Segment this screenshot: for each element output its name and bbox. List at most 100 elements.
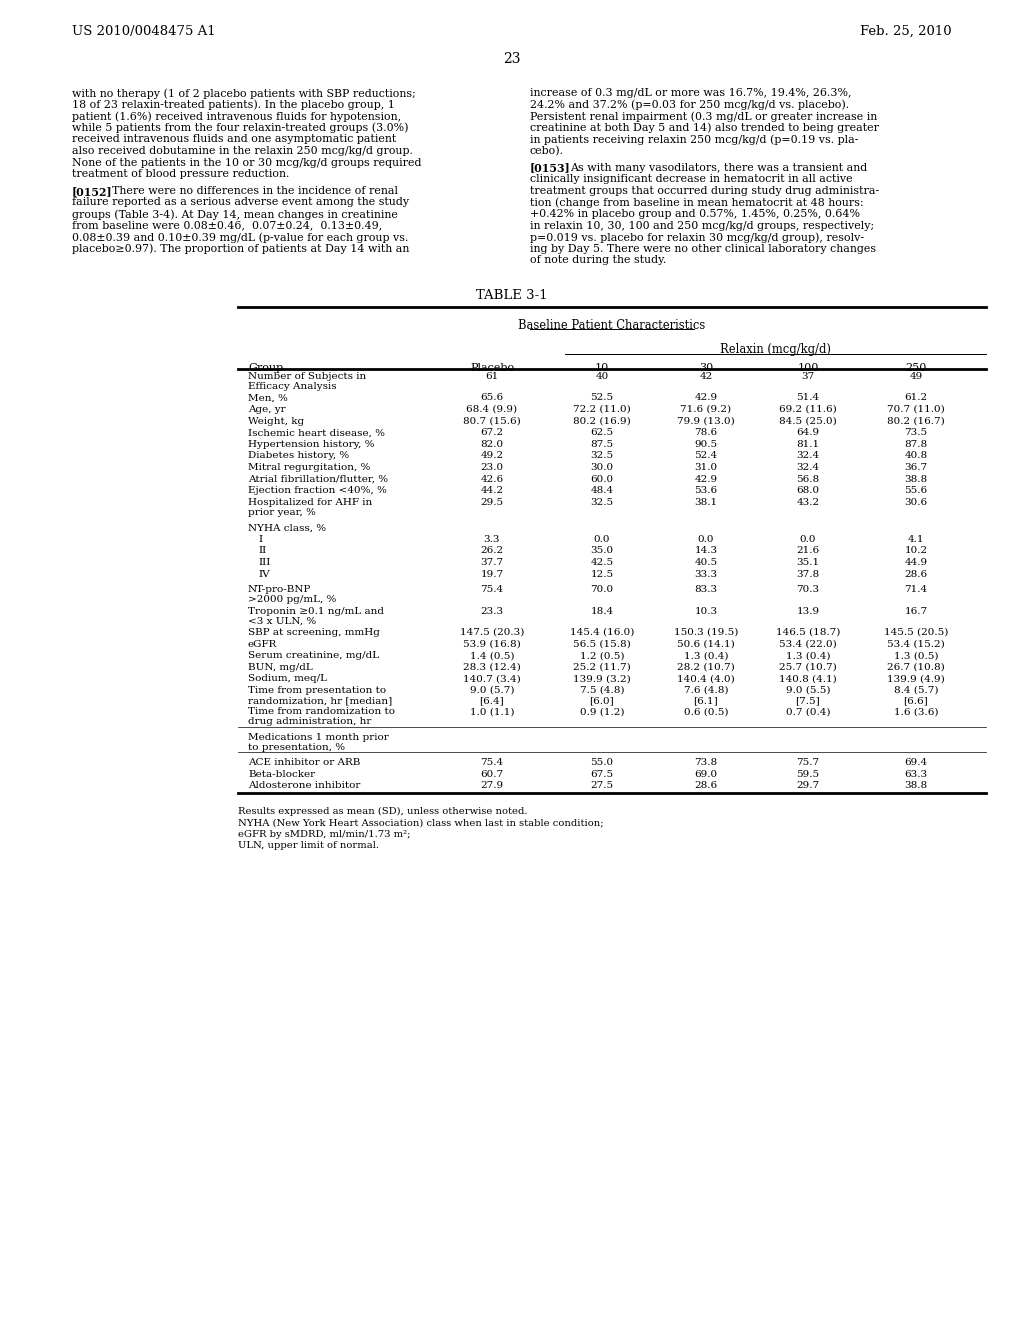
Text: Hospitalized for AHF in: Hospitalized for AHF in (248, 498, 373, 507)
Text: US 2010/0048475 A1: US 2010/0048475 A1 (72, 25, 216, 38)
Text: 19.7: 19.7 (480, 570, 504, 578)
Text: from baseline were 0.08±0.46,  0.07±0.24,  0.13±0.49,: from baseline were 0.08±0.46, 0.07±0.24,… (72, 220, 382, 231)
Text: 26.2: 26.2 (480, 546, 504, 556)
Text: 69.0: 69.0 (694, 770, 718, 779)
Text: 1.4 (0.5): 1.4 (0.5) (470, 651, 514, 660)
Text: randomization, hr [median]: randomization, hr [median] (248, 696, 392, 705)
Text: 100: 100 (798, 363, 818, 374)
Text: 10.3: 10.3 (694, 607, 718, 615)
Text: 78.6: 78.6 (694, 428, 718, 437)
Text: [0153]: [0153] (530, 162, 570, 174)
Text: BUN, mg/dL: BUN, mg/dL (248, 663, 312, 672)
Text: 1.0 (1.1): 1.0 (1.1) (470, 708, 514, 717)
Text: Atrial fibrillation/flutter, %: Atrial fibrillation/flutter, % (248, 475, 388, 483)
Text: 53.4 (15.2): 53.4 (15.2) (887, 640, 945, 648)
Text: 42: 42 (699, 372, 713, 381)
Text: received intravenous fluids and one asymptomatic patient: received intravenous fluids and one asym… (72, 135, 396, 144)
Text: 42.6: 42.6 (480, 475, 504, 483)
Text: 70.3: 70.3 (797, 585, 819, 594)
Text: 75.4: 75.4 (480, 585, 504, 594)
Text: 38.8: 38.8 (904, 781, 928, 791)
Text: groups (Table 3-4). At Day 14, mean changes in creatinine: groups (Table 3-4). At Day 14, mean chan… (72, 209, 398, 219)
Text: 60.7: 60.7 (480, 770, 504, 779)
Text: 140.4 (4.0): 140.4 (4.0) (677, 675, 735, 684)
Text: 90.5: 90.5 (694, 440, 718, 449)
Text: 72.2 (11.0): 72.2 (11.0) (573, 405, 631, 414)
Text: p=0.019 vs. placebo for relaxin 30 mcg/kg/d group), resolv-: p=0.019 vs. placebo for relaxin 30 mcg/k… (530, 232, 864, 243)
Text: [6.4]: [6.4] (479, 696, 505, 705)
Text: 56.5 (15.8): 56.5 (15.8) (573, 640, 631, 648)
Text: 1.3 (0.5): 1.3 (0.5) (894, 651, 938, 660)
Text: 40: 40 (595, 372, 608, 381)
Text: 65.6: 65.6 (480, 393, 504, 403)
Text: Feb. 25, 2010: Feb. 25, 2010 (860, 25, 952, 38)
Text: patient (1.6%) received intravenous fluids for hypotension,: patient (1.6%) received intravenous flui… (72, 111, 401, 121)
Text: 75.7: 75.7 (797, 758, 819, 767)
Text: drug administration, hr: drug administration, hr (248, 717, 372, 726)
Text: creatinine at both Day 5 and 14) also trended to being greater: creatinine at both Day 5 and 14) also tr… (530, 123, 879, 133)
Text: cebo).: cebo). (530, 147, 564, 156)
Text: Men, %: Men, % (248, 393, 288, 403)
Text: 32.5: 32.5 (591, 498, 613, 507)
Text: 0.0: 0.0 (800, 535, 816, 544)
Text: 25.7 (10.7): 25.7 (10.7) (779, 663, 837, 672)
Text: 14.3: 14.3 (694, 546, 718, 556)
Text: also received dobutamine in the relaxin 250 mcg/kg/d group.: also received dobutamine in the relaxin … (72, 147, 413, 156)
Text: with no therapy (1 of 2 placebo patients with SBP reductions;: with no therapy (1 of 2 placebo patients… (72, 88, 416, 99)
Text: 3.3: 3.3 (483, 535, 501, 544)
Text: 8.4 (5.7): 8.4 (5.7) (894, 686, 938, 696)
Text: 49: 49 (909, 372, 923, 381)
Text: 12.5: 12.5 (591, 570, 613, 578)
Text: 0.08±0.39 and 0.10±0.39 mg/dL (p-value for each group vs.: 0.08±0.39 and 0.10±0.39 mg/dL (p-value f… (72, 232, 409, 243)
Text: 7.6 (4.8): 7.6 (4.8) (684, 686, 728, 696)
Text: in relaxin 10, 30, 100 and 250 mcg/kg/d groups, respectively;: in relaxin 10, 30, 100 and 250 mcg/kg/d … (530, 220, 874, 231)
Text: NYHA (New York Heart Association) class when last in stable condition;: NYHA (New York Heart Association) class … (238, 818, 603, 828)
Text: 53.6: 53.6 (694, 486, 718, 495)
Text: 68.4 (9.9): 68.4 (9.9) (467, 405, 517, 414)
Text: 18.4: 18.4 (591, 607, 613, 615)
Text: 63.3: 63.3 (904, 770, 928, 779)
Text: 21.6: 21.6 (797, 546, 819, 556)
Text: 139.9 (4.9): 139.9 (4.9) (887, 675, 945, 684)
Text: NYHA class, %: NYHA class, % (248, 523, 326, 532)
Text: 50.6 (14.1): 50.6 (14.1) (677, 640, 735, 648)
Text: 23.3: 23.3 (480, 607, 504, 615)
Text: +0.42% in placebo group and 0.57%, 1.45%, 0.25%, 0.64%: +0.42% in placebo group and 0.57%, 1.45%… (530, 209, 860, 219)
Text: Persistent renal impairment (0.3 mg/dL or greater increase in: Persistent renal impairment (0.3 mg/dL o… (530, 111, 878, 121)
Text: TABLE 3-1: TABLE 3-1 (476, 289, 548, 302)
Text: 29.7: 29.7 (797, 781, 819, 791)
Text: 64.9: 64.9 (797, 428, 819, 437)
Text: ULN, upper limit of normal.: ULN, upper limit of normal. (238, 841, 379, 850)
Text: 9.0 (5.5): 9.0 (5.5) (785, 686, 830, 696)
Text: I: I (258, 535, 262, 544)
Text: 140.8 (4.1): 140.8 (4.1) (779, 675, 837, 684)
Text: 150.3 (19.5): 150.3 (19.5) (674, 628, 738, 638)
Text: 71.4: 71.4 (904, 585, 928, 594)
Text: 79.9 (13.0): 79.9 (13.0) (677, 417, 735, 425)
Text: [6.1]: [6.1] (693, 696, 719, 705)
Text: Diabetes history, %: Diabetes history, % (248, 451, 349, 461)
Text: 37.7: 37.7 (480, 558, 504, 568)
Text: Time from presentation to: Time from presentation to (248, 686, 386, 696)
Text: 0.9 (1.2): 0.9 (1.2) (580, 708, 625, 717)
Text: 10.2: 10.2 (904, 546, 928, 556)
Text: 70.0: 70.0 (591, 585, 613, 594)
Text: 146.5 (18.7): 146.5 (18.7) (776, 628, 840, 638)
Text: 29.5: 29.5 (480, 498, 504, 507)
Text: Hypertension history, %: Hypertension history, % (248, 440, 375, 449)
Text: [6.6]: [6.6] (903, 696, 929, 705)
Text: 31.0: 31.0 (694, 463, 718, 473)
Text: Group: Group (248, 363, 284, 374)
Text: while 5 patients from the four relaxin-treated groups (3.0%): while 5 patients from the four relaxin-t… (72, 123, 409, 133)
Text: Baseline Patient Characteristics: Baseline Patient Characteristics (518, 319, 706, 333)
Text: 250: 250 (905, 363, 927, 374)
Text: 36.7: 36.7 (904, 463, 928, 473)
Text: 139.9 (3.2): 139.9 (3.2) (573, 675, 631, 684)
Text: 10: 10 (595, 363, 609, 374)
Text: 23.0: 23.0 (480, 463, 504, 473)
Text: Number of Subjects in: Number of Subjects in (248, 372, 367, 381)
Text: 0.7 (0.4): 0.7 (0.4) (785, 708, 830, 717)
Text: tion (change from baseline in mean hematocrit at 48 hours:: tion (change from baseline in mean hemat… (530, 198, 863, 209)
Text: 73.8: 73.8 (694, 758, 718, 767)
Text: 68.0: 68.0 (797, 486, 819, 495)
